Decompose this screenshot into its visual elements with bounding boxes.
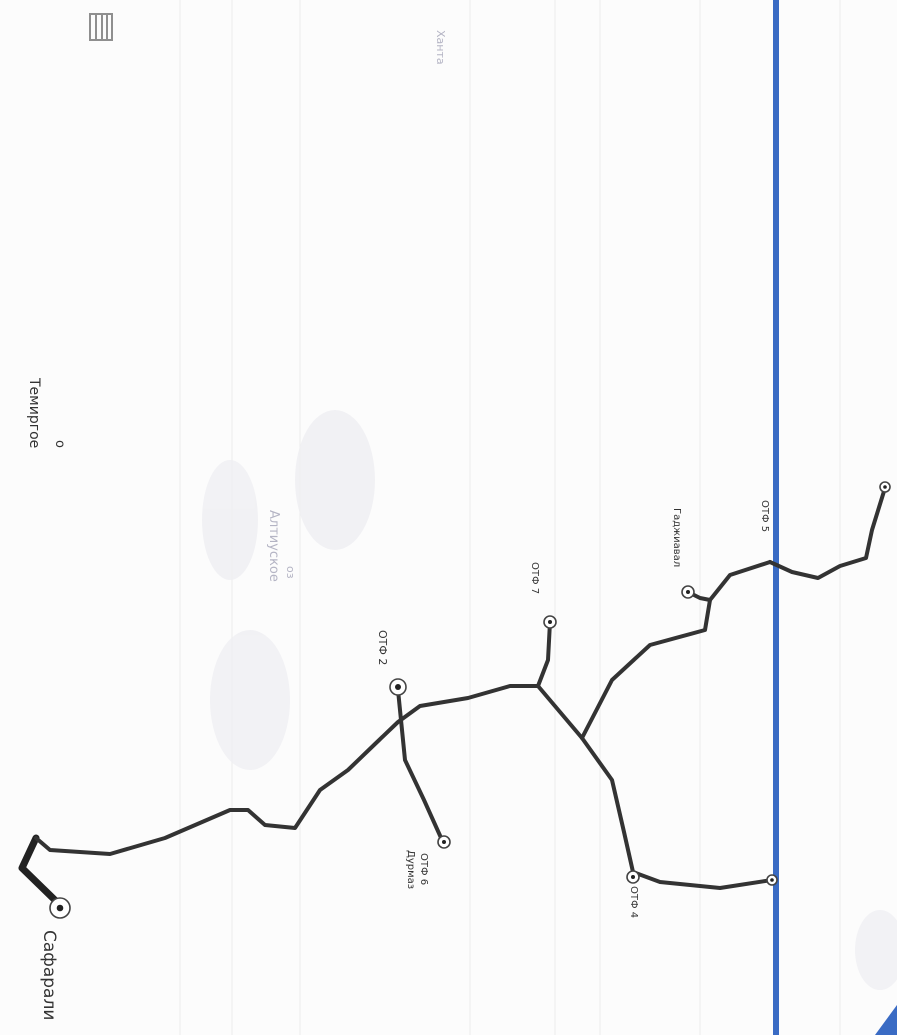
- label-otf7[interactable]: ОТФ 7: [529, 562, 540, 594]
- circle-dot-icon[interactable]: [626, 870, 640, 884]
- terrain-shading: [202, 410, 897, 990]
- circle-dot-icon[interactable]: [389, 678, 407, 696]
- label-durmaz[interactable]: Дурмаз: [405, 850, 416, 889]
- label-otf2[interactable]: ОТФ 2: [376, 630, 389, 665]
- circle-dot-icon[interactable]: [437, 835, 451, 849]
- circle-dot-icon[interactable]: [766, 874, 778, 886]
- road-otf4: [536, 684, 635, 874]
- circle-dot-icon[interactable]: [543, 615, 557, 629]
- road-north: [768, 486, 887, 580]
- road-otf5: [580, 560, 772, 740]
- label-gadzhiaval[interactable]: Гаджиавал: [671, 508, 682, 567]
- label-safarali[interactable]: Сафарали: [39, 930, 59, 1020]
- compass-corner-icon[interactable]: [875, 1005, 897, 1035]
- label-altiuskoe[interactable]: Алтиуское: [266, 510, 281, 582]
- scale-bar-icon[interactable]: [89, 13, 113, 41]
- map-grid: [179, 0, 841, 1035]
- label-otf4[interactable]: ОТФ 4: [628, 886, 639, 918]
- label-temirgoe[interactable]: Темиргое: [26, 377, 42, 448]
- road-otf6: [396, 688, 444, 842]
- road-network: [18, 486, 887, 909]
- label-temirgoe-marker: о: [52, 440, 67, 448]
- road-east: [631, 870, 774, 890]
- label-oz: оз: [284, 566, 297, 579]
- label-khanta[interactable]: Ханта: [434, 30, 447, 65]
- circle-dot-icon[interactable]: [49, 897, 71, 919]
- circle-dot-icon[interactable]: [879, 481, 891, 493]
- circle-dot-icon[interactable]: [681, 585, 695, 599]
- label-otf5[interactable]: ОТФ 5: [759, 500, 770, 532]
- road-otf7: [536, 620, 552, 688]
- road-main: [34, 684, 540, 856]
- label-otf6[interactable]: ОТФ 6: [418, 853, 429, 885]
- road-safarali-end: [18, 834, 64, 909]
